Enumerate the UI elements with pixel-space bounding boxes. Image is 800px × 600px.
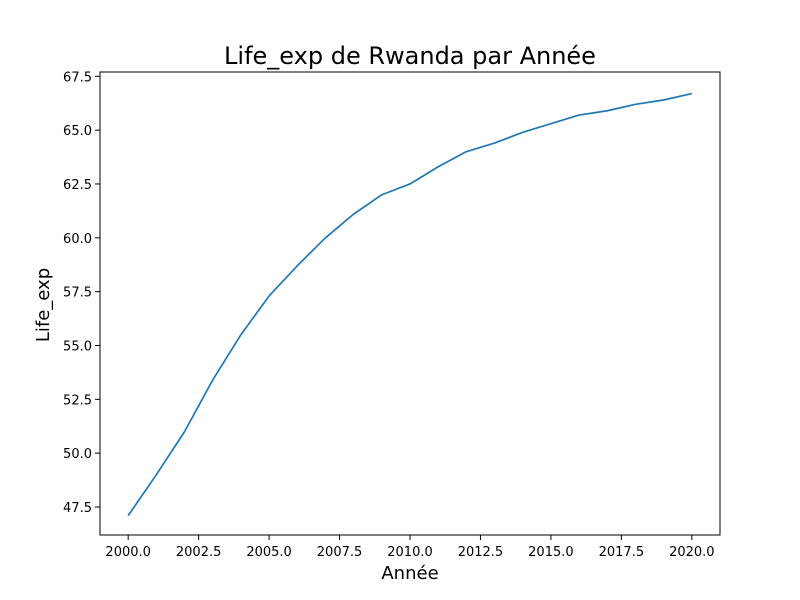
x-tick-label: 2002.5 (176, 545, 222, 560)
x-tick-label: 2012.5 (458, 545, 504, 560)
y-tick-label: 65.0 (63, 124, 92, 139)
y-tick-label: 50.0 (63, 447, 92, 462)
plot-area (99, 71, 721, 536)
plot-frame (99, 71, 721, 536)
series-line (127, 92, 693, 517)
x-tick-label: 2005.0 (246, 545, 292, 560)
y-tick-label: 67.5 (63, 70, 92, 85)
y-axis: 47.5 50.0 52.5 55.0 57.5 60.0 62.5 65.0 67.5 (63, 70, 100, 516)
series-group (127, 92, 693, 517)
x-tick-label: 2010.0 (387, 545, 433, 560)
x-tick-label: 2020.0 (669, 545, 715, 560)
x-tick-label: 2000.0 (105, 545, 151, 560)
x-tick-label: 2007.5 (317, 545, 363, 560)
y-tick-label: 47.5 (63, 501, 92, 516)
y-tick-label: 52.5 (63, 393, 92, 408)
x-tick-label: 2017.5 (599, 545, 645, 560)
y-axis-label: Life_exp (33, 268, 54, 342)
x-tick-label: 2015.0 (528, 545, 574, 560)
y-tick-label: 62.5 (63, 178, 92, 193)
x-axis: 2000.0 2002.5 2005.0 2007.5 2010.0 2012.5 2015… (105, 535, 715, 560)
chart-title: Life_exp de Rwanda par Année (224, 42, 596, 70)
y-tick-label: 55.0 (63, 339, 92, 354)
x-axis-label: Année (381, 563, 438, 584)
y-tick-label: 60.0 (63, 232, 92, 247)
y-tick-label: 57.5 (63, 286, 92, 301)
